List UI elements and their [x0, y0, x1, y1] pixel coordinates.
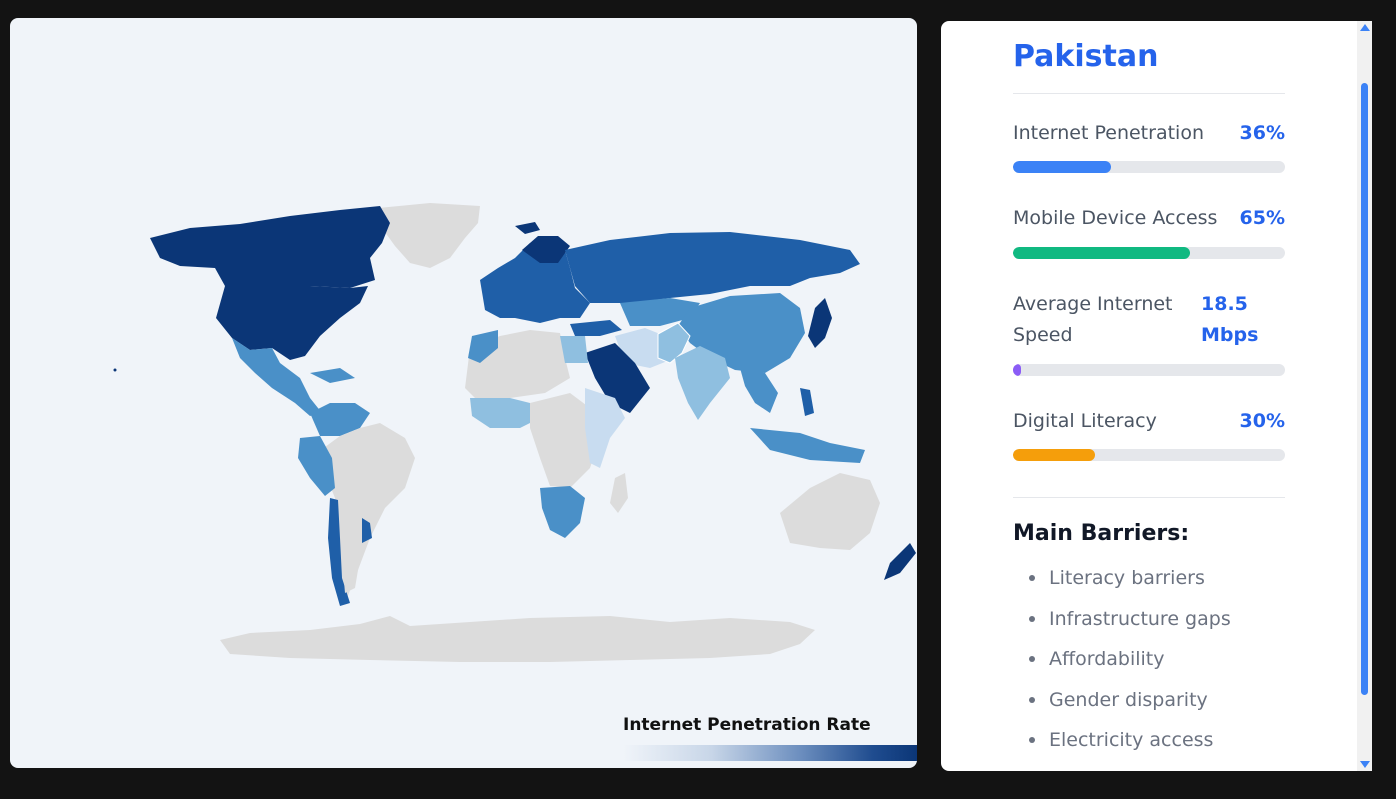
bullet-icon [1029, 656, 1035, 662]
barrier-text: Infrastructure gaps [1049, 607, 1231, 630]
region-saudi-arabia[interactable] [585, 343, 650, 413]
barrier-text: Literacy barriers [1049, 567, 1205, 589]
barrier-text: Electricity access [1049, 729, 1214, 751]
region-india[interactable] [675, 346, 730, 420]
region-southern-africa[interactable] [540, 486, 585, 538]
region-west-africa[interactable] [470, 398, 540, 428]
metric-label-internet-penetration: Internet Penetration [1013, 122, 1204, 144]
country-detail-panel: Pakistan Internet Penetration 36% Mobile… [941, 21, 1372, 771]
country-title: Pakistan [1013, 39, 1159, 74]
barriers-title: Main Barriers: [1013, 521, 1190, 546]
region-caribbean[interactable] [310, 368, 355, 383]
region-japan[interactable] [808, 298, 832, 348]
region-australia[interactable] [780, 473, 880, 550]
legend-title: Internet Penetration Rate [623, 715, 871, 735]
region-egypt[interactable] [560, 336, 588, 363]
region-mexico[interactable] [232, 338, 322, 416]
barrier-text: Gender disparity [1049, 688, 1208, 711]
progress-fill-internet-penetration [1013, 161, 1111, 173]
scroll-up-arrow-icon[interactable] [1360, 24, 1370, 31]
list-item: Literacy barriers [1027, 562, 1231, 603]
list-item: Gender disparity [1027, 684, 1231, 725]
region-greenland[interactable] [378, 203, 480, 268]
region-hawaii[interactable] [113, 368, 117, 372]
region-antarctica[interactable] [220, 616, 815, 662]
metric-label-mobile-device-access: Mobile Device Access [1013, 207, 1218, 229]
scroll-down-arrow-icon[interactable] [1360, 761, 1370, 768]
region-chile[interactable] [328, 498, 350, 606]
metric-value-mobile-device-access: 65% [1239, 207, 1285, 229]
progress-internet-penetration [1013, 161, 1285, 173]
region-southeast-asia[interactable] [740, 368, 778, 413]
region-uruguay[interactable] [362, 518, 372, 543]
region-russia[interactable] [565, 232, 860, 303]
bullet-icon [1029, 737, 1035, 743]
metric-value-average-speed-line2: Mbps [1201, 324, 1259, 346]
region-madagascar[interactable] [610, 473, 628, 513]
region-morocco[interactable] [468, 330, 498, 363]
metric-value-average-speed-line1: 18.5 [1201, 293, 1248, 315]
panel-scrollbar[interactable] [1357, 21, 1372, 771]
metric-value-internet-penetration: 36% [1239, 122, 1285, 144]
region-east-africa[interactable] [585, 388, 625, 468]
metric-value-digital-literacy: 30% [1239, 410, 1285, 432]
legend-color-scale [623, 745, 917, 761]
progress-fill-digital-literacy [1013, 449, 1095, 461]
region-central-africa[interactable] [530, 393, 600, 488]
region-peru[interactable] [298, 436, 335, 496]
list-item: Affordability [1027, 643, 1231, 684]
metric-label-digital-literacy: Digital Literacy [1013, 410, 1157, 432]
barriers-list: Literacy barriers Infrastructure gaps Af… [1027, 562, 1231, 765]
region-pakistan[interactable] [657, 322, 691, 364]
section-divider [1013, 497, 1285, 498]
metric-label-average-speed-line2: Speed [1013, 324, 1073, 346]
barrier-text: Affordability [1049, 648, 1165, 670]
progress-average-speed [1013, 364, 1285, 376]
progress-mobile-device-access [1013, 247, 1285, 259]
region-europe[interactable] [480, 240, 590, 323]
region-philippines[interactable] [800, 388, 814, 416]
world-map[interactable] [10, 18, 917, 768]
title-divider [1013, 93, 1285, 94]
region-turkey[interactable] [570, 320, 622, 336]
metric-label-average-speed-line1: Average Internet [1013, 293, 1173, 315]
list-item: Electricity access [1027, 724, 1231, 765]
region-nordics[interactable] [522, 236, 570, 263]
progress-digital-literacy [1013, 449, 1285, 461]
scrollbar-thumb[interactable] [1361, 83, 1368, 695]
progress-fill-mobile-device-access [1013, 247, 1190, 259]
bullet-icon [1029, 575, 1035, 581]
world-map-card: Internet Penetration Rate [10, 18, 917, 768]
region-canada[interactable] [150, 206, 390, 288]
region-usa[interactable] [216, 286, 368, 360]
region-iceland[interactable] [515, 222, 540, 234]
region-central-asia[interactable] [620, 298, 700, 326]
region-new-zealand[interactable] [884, 543, 916, 580]
region-northern-south-america[interactable] [310, 403, 370, 436]
bullet-icon [1029, 696, 1035, 703]
bullet-icon [1029, 615, 1035, 622]
progress-fill-average-speed [1013, 364, 1022, 376]
list-item: Infrastructure gaps [1027, 603, 1231, 644]
region-indonesia[interactable] [750, 428, 865, 463]
